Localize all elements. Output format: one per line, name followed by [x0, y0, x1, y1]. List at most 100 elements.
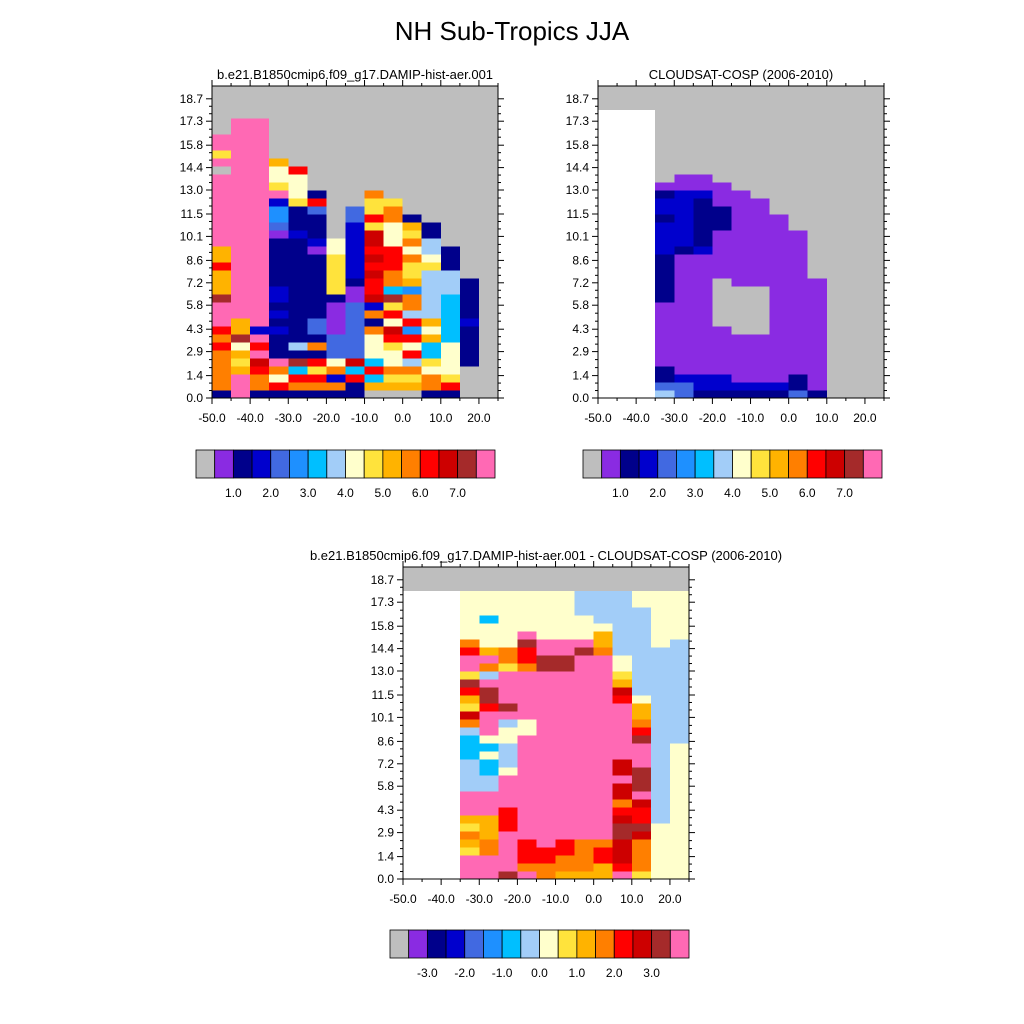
heatmap-cell — [536, 775, 557, 784]
heatmap-cell — [269, 182, 289, 191]
colorbar-swatch — [732, 449, 752, 479]
heatmap-cell — [712, 302, 732, 311]
heatmap-cell — [750, 334, 771, 343]
heatmap-cell — [402, 374, 423, 383]
heatmap-cell — [574, 679, 595, 688]
heatmap-cell — [479, 767, 499, 776]
heatmap-cell — [421, 190, 442, 199]
heatmap-cell — [555, 607, 576, 616]
heatmap-cell — [479, 847, 499, 856]
heatmap-cell — [536, 847, 557, 856]
heatmap-cell — [617, 326, 637, 335]
heatmap-cell — [441, 807, 461, 816]
heatmap-cell — [498, 807, 518, 816]
heatmap-cell — [441, 615, 461, 624]
heatmap-cell — [788, 302, 809, 311]
heatmap-cell — [826, 342, 847, 351]
heatmap-cell — [498, 831, 518, 840]
heatmap-cell — [845, 334, 866, 343]
heatmap-cell — [269, 118, 289, 127]
heatmap-cell — [383, 270, 404, 279]
heatmap-cell — [669, 599, 690, 608]
y-tick-label: 4.3 — [572, 322, 589, 336]
heatmap-cell — [478, 246, 499, 255]
heatmap-cell — [364, 198, 385, 207]
heatmap-cell — [250, 174, 270, 183]
heatmap-cell — [517, 655, 537, 664]
heatmap-cell — [517, 719, 537, 728]
heatmap-cell — [479, 799, 499, 808]
heatmap-cell — [693, 262, 713, 271]
heatmap-cell — [422, 775, 442, 784]
colorbar-swatch — [426, 929, 447, 959]
heatmap-cell — [617, 142, 637, 151]
heatmap-cell — [517, 815, 537, 824]
heatmap-cell — [612, 863, 633, 872]
heatmap-cell — [593, 839, 614, 848]
heatmap-cell — [826, 390, 847, 399]
colorbar: -3.0 -2.0 -1.0 0.0 1.0 2.0 3.0 — [389, 929, 690, 980]
heatmap-cell — [593, 775, 614, 784]
colorbar-swatch — [501, 929, 522, 959]
heatmap-cell — [712, 382, 732, 391]
heatmap-cell — [402, 302, 423, 311]
heatmap-cell — [478, 350, 499, 359]
heatmap-cell — [598, 262, 618, 271]
heatmap-cell — [250, 286, 270, 295]
heatmap-cell — [769, 174, 790, 183]
panel-title: b.e21.B1850cmip6.f09_g17.DAMIP-hist-aer.… — [217, 67, 493, 82]
heatmap-cell — [826, 358, 847, 367]
heatmap-cell — [693, 182, 713, 191]
heatmap-panel-1: b.e21.B1850cmip6.f09_g17.DAMIP-hist-aer.… — [180, 67, 504, 500]
heatmap-cell — [288, 206, 308, 215]
heatmap-cell — [536, 711, 557, 720]
heatmap-cell — [403, 727, 423, 736]
heatmap-cell — [403, 631, 423, 640]
heatmap-cell — [769, 366, 790, 375]
heatmap-cell — [693, 246, 713, 255]
heatmap-cell — [231, 262, 251, 271]
heatmap-cell — [731, 214, 752, 223]
heatmap-cell — [788, 358, 809, 367]
colorbar-swatch — [289, 449, 309, 479]
heatmap-cell — [269, 190, 289, 199]
heatmap-cell — [326, 350, 346, 359]
heatmap-cell — [441, 623, 461, 632]
heatmap-cell — [555, 847, 576, 856]
heatmap-panel-3: b.e21.B1850cmip6.f09_g17.DAMIP-hist-aer.… — [310, 548, 782, 980]
heatmap-cell — [807, 118, 828, 127]
heatmap-cell — [674, 270, 694, 279]
heatmap-cell — [631, 607, 652, 616]
heatmap-cell — [788, 350, 809, 359]
heatmap-cell — [750, 214, 771, 223]
heatmap-cell — [617, 318, 637, 327]
heatmap-cell — [845, 310, 866, 319]
heatmap-cell — [669, 751, 690, 760]
heatmap-cell — [364, 342, 385, 351]
heatmap-cell — [655, 134, 675, 143]
heatmap-cell — [440, 110, 461, 119]
y-tick-label: 18.7 — [371, 573, 395, 587]
heatmap-cell — [788, 238, 809, 247]
heatmap-cell — [440, 126, 461, 135]
heatmap-cell — [555, 687, 576, 696]
heatmap-cell — [693, 374, 713, 383]
heatmap-cell — [421, 238, 442, 247]
heatmap-cell — [422, 791, 442, 800]
heatmap-cell — [460, 783, 480, 792]
heatmap-cell — [574, 871, 595, 880]
heatmap-cell — [231, 110, 251, 119]
heatmap-cell — [807, 390, 828, 399]
heatmap-cell — [307, 126, 327, 135]
heatmap-cell — [807, 214, 828, 223]
heatmap-cell — [269, 334, 289, 343]
heatmap-cell — [498, 735, 518, 744]
heatmap-cell — [402, 142, 423, 151]
heatmap-cell — [383, 110, 404, 119]
heatmap-cell — [269, 350, 289, 359]
heatmap-cell — [555, 647, 576, 656]
heatmap-cell — [845, 182, 866, 191]
heatmap-cell — [478, 334, 499, 343]
heatmap-cell — [498, 607, 518, 616]
heatmap-cell — [421, 310, 442, 319]
